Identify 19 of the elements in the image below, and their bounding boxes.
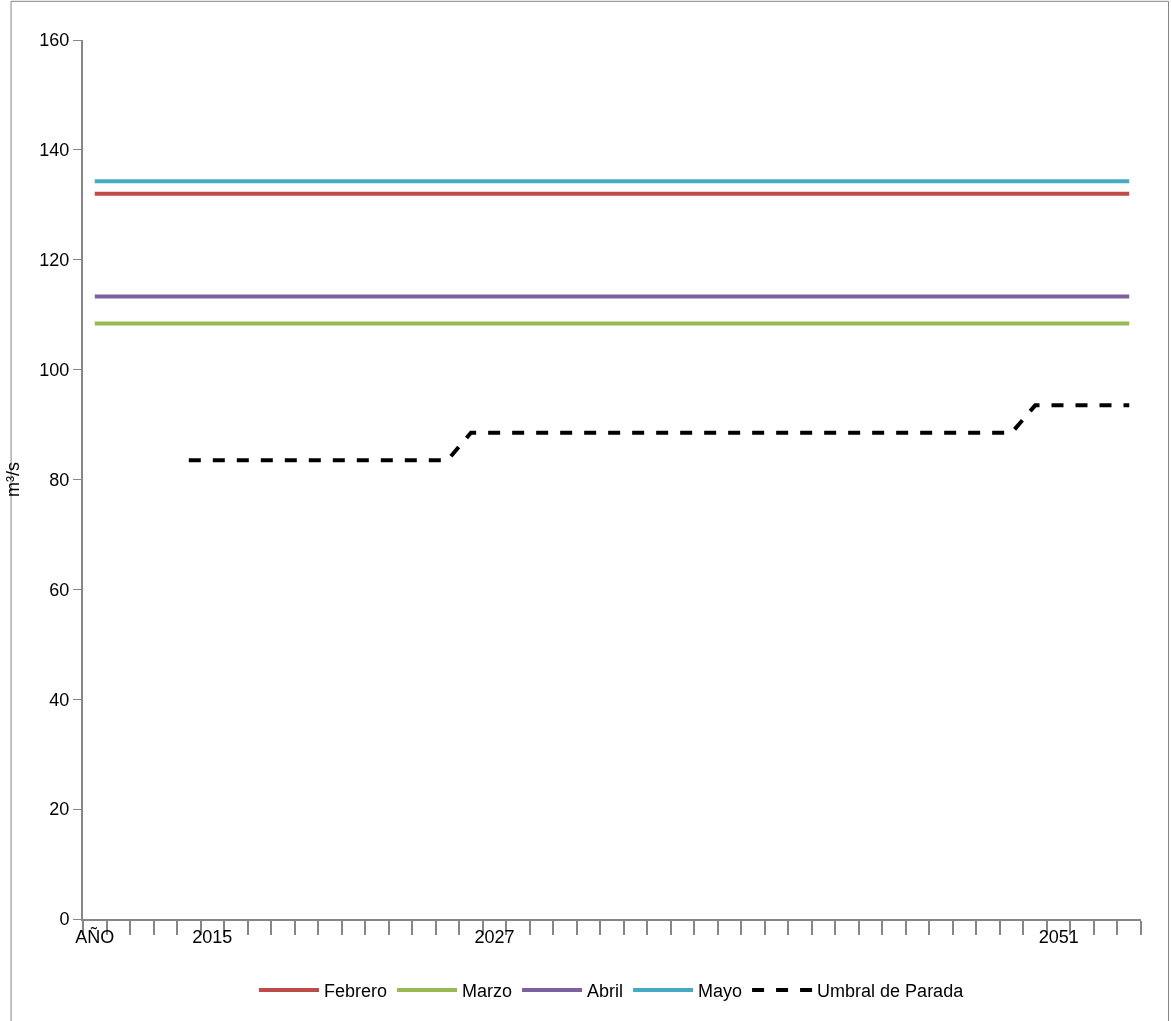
- legend-label: Abril: [587, 980, 624, 1001]
- y-tick-label: 140: [39, 140, 70, 161]
- x-tick-label: 2051: [1038, 926, 1079, 947]
- legend-label: Marzo: [462, 980, 513, 1001]
- legend-label: Mayo: [698, 980, 743, 1001]
- y-tick-label: 60: [49, 579, 70, 600]
- y-tick-label: 100: [39, 359, 70, 380]
- x-tick-label: 2027: [474, 926, 515, 947]
- y-tick-label: 80: [49, 469, 70, 490]
- legend-label: Febrero: [324, 980, 388, 1001]
- y-tick-label: 120: [39, 250, 70, 271]
- x-tick-label: 2015: [192, 926, 233, 947]
- legend-label: Umbral de Parada: [817, 980, 965, 1001]
- y-tick-label: 0: [59, 909, 70, 930]
- y-tick-label: 20: [49, 799, 70, 820]
- y-axis-title: m³/s: [3, 462, 24, 497]
- x-tick-label: AÑO: [75, 925, 115, 947]
- y-tick-label: 160: [39, 30, 70, 51]
- y-tick-label: 40: [49, 689, 70, 710]
